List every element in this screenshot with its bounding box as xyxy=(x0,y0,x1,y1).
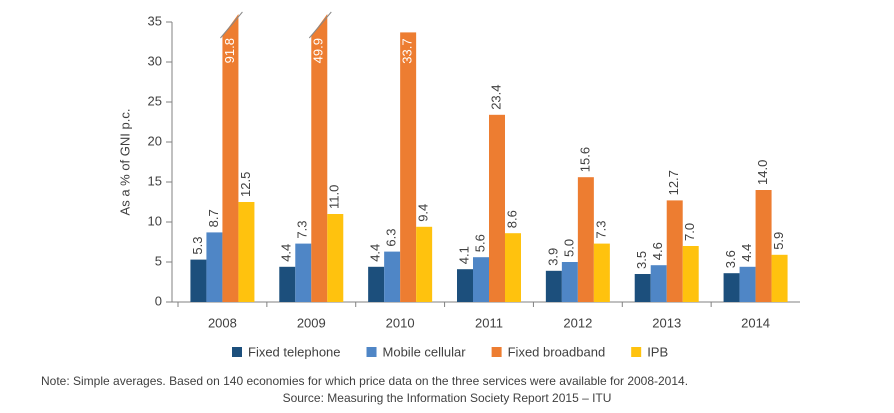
value-label: 4.4 xyxy=(739,244,754,262)
bar xyxy=(279,266,296,302)
value-label: 7.3 xyxy=(295,221,310,239)
legend-label: Fixed telephone xyxy=(248,344,341,359)
break-mark xyxy=(220,11,243,39)
value-label: 8.7 xyxy=(206,209,221,227)
value-label: 7.0 xyxy=(682,223,697,241)
bar xyxy=(222,14,239,302)
value-label: 23.4 xyxy=(488,84,503,109)
value-label: 4.6 xyxy=(650,242,665,260)
bar xyxy=(561,262,578,302)
value-label: 8.6 xyxy=(504,210,519,228)
bar xyxy=(723,273,740,302)
x-tick-label: 2009 xyxy=(297,315,326,330)
value-label: 15.6 xyxy=(577,147,592,172)
note: Note: Simple averages. Based on 140 econ… xyxy=(41,374,688,388)
value-label: 3.6 xyxy=(723,250,738,268)
y-tick-label: 20 xyxy=(148,133,162,148)
value-label: 7.3 xyxy=(593,221,608,239)
value-label: 3.5 xyxy=(634,251,649,269)
x-tick-label: 2013 xyxy=(652,315,681,330)
bar xyxy=(416,226,433,302)
bar xyxy=(577,177,594,302)
y-tick-label: 0 xyxy=(155,293,162,308)
bar xyxy=(190,259,207,302)
value-label: 5.0 xyxy=(561,239,576,257)
bar xyxy=(505,233,521,302)
bar xyxy=(238,202,255,302)
legend-label: Mobile cellular xyxy=(383,344,467,359)
value-label: 4.4 xyxy=(279,244,294,262)
value-label: 5.6 xyxy=(472,234,487,252)
value-label: 9.4 xyxy=(416,204,431,222)
x-tick-label: 2014 xyxy=(741,315,770,330)
value-label: 12.5 xyxy=(238,172,253,197)
bar xyxy=(400,32,417,303)
value-label: 4.4 xyxy=(368,244,383,262)
value-label: 49.9 xyxy=(311,38,326,63)
bar xyxy=(206,232,223,302)
bar xyxy=(327,214,344,302)
bar xyxy=(311,14,328,302)
y-tick-label: 30 xyxy=(148,53,162,68)
value-label: 11.0 xyxy=(327,185,342,209)
break-mark xyxy=(308,11,332,39)
x-tick-label: 2011 xyxy=(475,315,503,330)
legend-label: Fixed broadband xyxy=(508,344,606,359)
bar xyxy=(473,257,489,302)
value-label: 33.7 xyxy=(400,38,415,63)
value-label: 14.0 xyxy=(755,160,770,185)
value-label: 3.9 xyxy=(545,248,560,266)
legend-swatch xyxy=(631,347,642,357)
bar xyxy=(650,265,667,302)
bar xyxy=(457,269,473,302)
source: Source: Measuring the Information Societ… xyxy=(283,391,612,405)
bar xyxy=(771,254,788,302)
plot-area xyxy=(190,14,788,303)
legend-swatch xyxy=(366,347,377,357)
y-tick-label: 10 xyxy=(148,213,162,228)
value-label: 12.7 xyxy=(666,170,681,195)
legend-swatch xyxy=(491,347,502,357)
bar xyxy=(682,246,699,302)
y-tick-label: 35 xyxy=(148,13,162,28)
value-label: 4.1 xyxy=(456,246,471,264)
y-axis-label: As a % of GNI p.c. xyxy=(117,109,132,216)
bar xyxy=(489,114,505,302)
bar xyxy=(384,251,401,302)
y-tick-label: 5 xyxy=(155,253,162,268)
bar xyxy=(634,274,651,302)
value-label: 5.9 xyxy=(771,232,786,250)
bar xyxy=(593,243,610,302)
x-tick-label: 2008 xyxy=(208,315,237,330)
bar xyxy=(739,266,756,302)
bar xyxy=(295,243,312,302)
y-tick-label: 25 xyxy=(148,93,162,108)
x-tick-label: 2010 xyxy=(386,315,415,330)
x-tick-label: 2012 xyxy=(563,315,592,330)
value-label: 91.8 xyxy=(222,38,237,63)
bar xyxy=(545,270,562,302)
bar xyxy=(666,200,683,302)
value-label: 6.3 xyxy=(384,229,399,247)
value-label: 5.3 xyxy=(190,237,205,255)
legend-label: IPB xyxy=(647,344,668,359)
bar xyxy=(755,190,772,302)
y-tick-label: 15 xyxy=(148,173,162,188)
legend-swatch xyxy=(232,347,242,357)
bar xyxy=(368,266,385,302)
